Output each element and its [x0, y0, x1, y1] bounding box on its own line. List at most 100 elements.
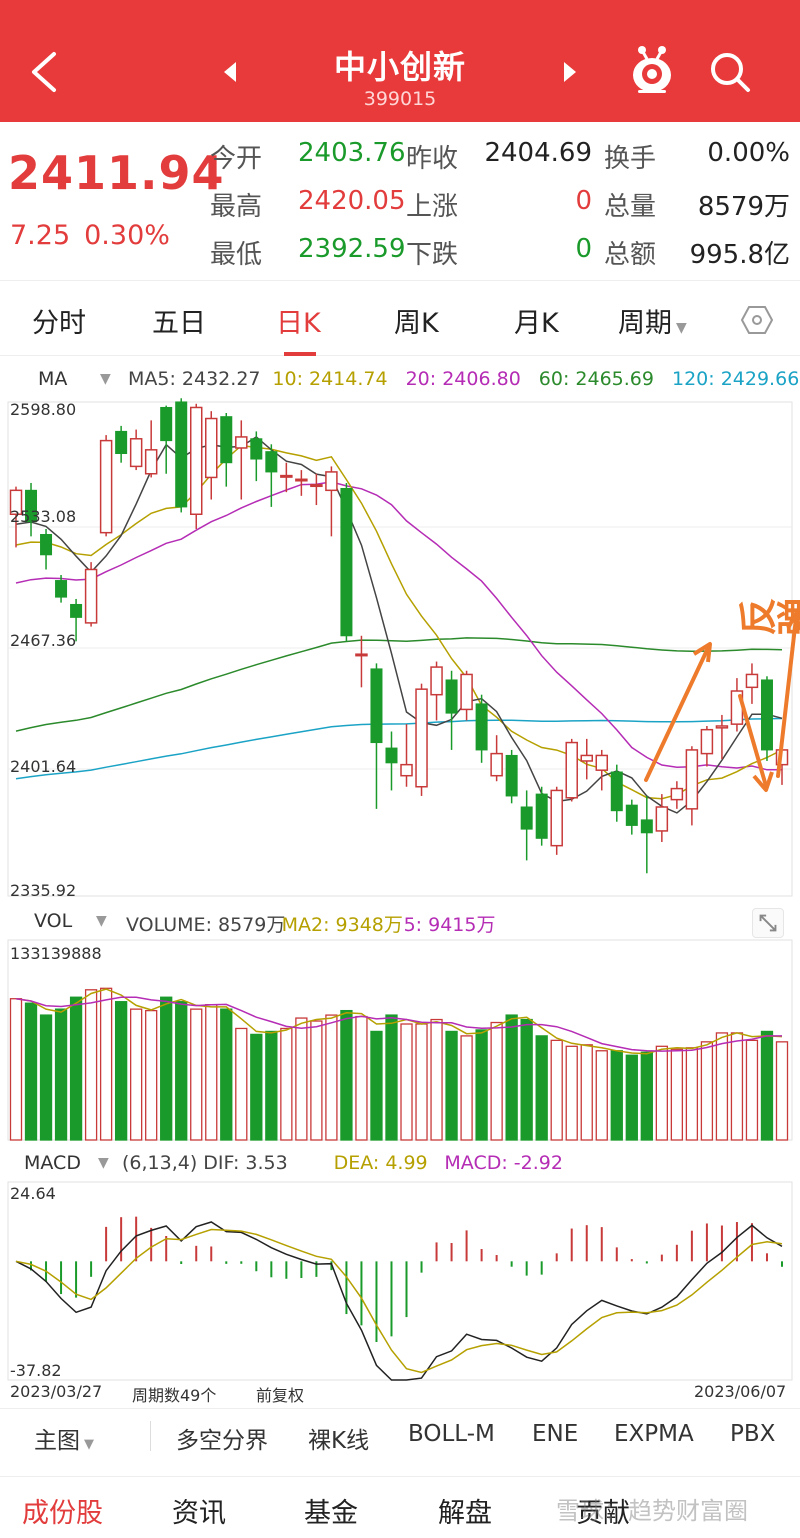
- candle[interactable]: [535, 786, 548, 846]
- indicator-ene[interactable]: ENE: [532, 1421, 579, 1447]
- settings-hexagon-icon[interactable]: [740, 303, 774, 337]
- candle[interactable]: [475, 694, 488, 763]
- volume-bar[interactable]: [400, 1023, 413, 1141]
- volume-bar[interactable]: [490, 1021, 503, 1141]
- candle[interactable]: [700, 725, 714, 767]
- candle[interactable]: [129, 429, 143, 471]
- volume-bar[interactable]: [145, 1009, 158, 1141]
- nav-contribution[interactable]: 贡献: [576, 1498, 630, 1529]
- volume-bar[interactable]: [760, 1030, 774, 1141]
- candle[interactable]: [325, 466, 338, 537]
- volume-bar[interactable]: [310, 1020, 323, 1141]
- candle[interactable]: [144, 420, 158, 478]
- candle[interactable]: [385, 731, 398, 791]
- volume-bar[interactable]: [430, 1018, 443, 1141]
- nav-analysis[interactable]: 解盘: [438, 1498, 492, 1529]
- indicator-duokong[interactable]: 多空分界: [176, 1428, 268, 1454]
- volume-bar[interactable]: [775, 1041, 789, 1141]
- expand-icon[interactable]: [752, 908, 784, 938]
- candle[interactable]: [415, 683, 428, 796]
- volume-bar[interactable]: [235, 1027, 248, 1141]
- robot-assistant-icon[interactable]: [628, 42, 676, 96]
- candle[interactable]: [565, 738, 578, 802]
- candle[interactable]: [595, 749, 609, 791]
- candle[interactable]: [99, 435, 113, 537]
- volume-bar[interactable]: [9, 998, 23, 1141]
- vol-label[interactable]: VOL: [34, 910, 73, 932]
- candle[interactable]: [280, 462, 293, 493]
- nav-constituents[interactable]: 成份股: [22, 1498, 103, 1529]
- next-stock-button[interactable]: [558, 58, 582, 86]
- candle[interactable]: [580, 738, 593, 780]
- volume-bar[interactable]: [280, 1027, 293, 1141]
- candle[interactable]: [685, 746, 699, 826]
- indicator-expma[interactable]: EXPMA: [614, 1421, 694, 1447]
- macd-dropdown-icon[interactable]: ▼: [98, 1155, 109, 1171]
- volume-bar[interactable]: [190, 1008, 203, 1141]
- volume-bar[interactable]: [445, 1030, 458, 1141]
- volume-bar[interactable]: [265, 1030, 278, 1141]
- adjust-mode[interactable]: 前复权: [256, 1386, 305, 1405]
- candle[interactable]: [760, 676, 773, 761]
- candle[interactable]: [430, 661, 443, 721]
- candlestick-chart[interactable]: [0, 396, 800, 902]
- volume-bar[interactable]: [505, 1014, 518, 1141]
- volume-bar[interactable]: [340, 1009, 353, 1141]
- volume-chart[interactable]: [0, 938, 800, 1144]
- tab-weekly-k[interactable]: 周K: [394, 308, 439, 339]
- macd-label[interactable]: MACD: [24, 1152, 81, 1174]
- candle[interactable]: [84, 562, 98, 627]
- volume-bar[interactable]: [610, 1050, 623, 1141]
- candle[interactable]: [490, 735, 503, 782]
- candle[interactable]: [40, 528, 53, 570]
- volume-bar[interactable]: [130, 1008, 143, 1141]
- candle[interactable]: [340, 482, 353, 642]
- volume-bar[interactable]: [460, 1035, 473, 1141]
- indicator-boll-m[interactable]: BOLL-M: [408, 1421, 495, 1447]
- volume-bar[interactable]: [730, 1032, 744, 1141]
- candle[interactable]: [610, 764, 623, 822]
- candle[interactable]: [175, 398, 188, 513]
- volume-bar[interactable]: [69, 996, 83, 1141]
- candle[interactable]: [550, 786, 563, 855]
- back-button[interactable]: [22, 46, 68, 98]
- volume-bar[interactable]: [670, 1048, 684, 1141]
- volume-bar[interactable]: [99, 987, 113, 1141]
- volume-bar[interactable]: [535, 1035, 548, 1141]
- candle[interactable]: [625, 799, 638, 835]
- candle[interactable]: [295, 470, 308, 496]
- volume-bar[interactable]: [205, 1004, 218, 1141]
- macd-chart[interactable]: [0, 1180, 800, 1382]
- volume-bar[interactable]: [175, 1001, 188, 1141]
- indicator-naked-k[interactable]: 裸K线: [308, 1428, 370, 1454]
- volume-bar[interactable]: [595, 1050, 608, 1141]
- volume-bar[interactable]: [160, 996, 173, 1141]
- volume-bar[interactable]: [370, 1030, 383, 1141]
- tab-five-day[interactable]: 五日: [152, 308, 206, 339]
- volume-bar[interactable]: [250, 1033, 263, 1141]
- volume-bar[interactable]: [84, 989, 98, 1141]
- ma-label[interactable]: MA: [38, 368, 68, 390]
- candle[interactable]: [250, 431, 263, 482]
- volume-bar[interactable]: [39, 1014, 53, 1141]
- candle[interactable]: [310, 473, 323, 506]
- candle[interactable]: [670, 781, 684, 809]
- candle[interactable]: [520, 790, 533, 861]
- volume-bar[interactable]: [655, 1045, 668, 1141]
- volume-bar[interactable]: [625, 1054, 638, 1141]
- volume-bar[interactable]: [385, 1014, 398, 1141]
- candle[interactable]: [220, 412, 233, 487]
- volume-bar[interactable]: [715, 1032, 729, 1141]
- candle[interactable]: [640, 795, 653, 874]
- prev-stock-button[interactable]: [218, 58, 242, 86]
- candle[interactable]: [160, 405, 173, 474]
- volume-bar[interactable]: [550, 1039, 563, 1141]
- nav-news[interactable]: 资讯: [172, 1498, 226, 1529]
- candle[interactable]: [70, 598, 83, 642]
- candle[interactable]: [205, 411, 218, 500]
- indicator-pbx[interactable]: PBX: [730, 1421, 776, 1447]
- volume-bar[interactable]: [685, 1047, 699, 1141]
- volume-bar[interactable]: [565, 1045, 578, 1141]
- volume-bar[interactable]: [745, 1039, 759, 1141]
- tab-monthly-k[interactable]: 月K: [514, 308, 559, 339]
